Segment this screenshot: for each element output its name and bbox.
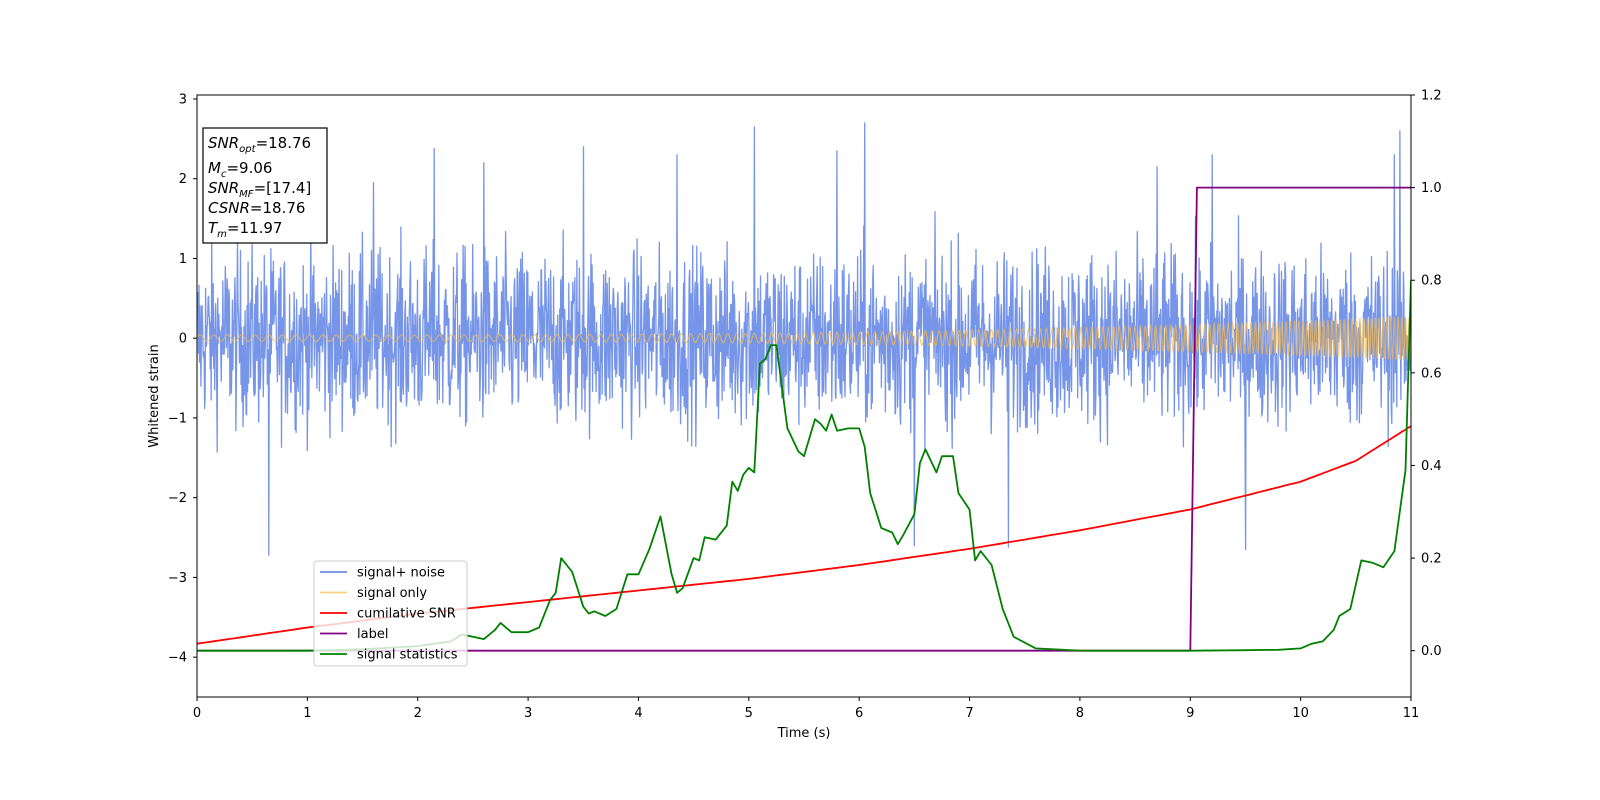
x-tick-label: 11	[1403, 706, 1420, 721]
series-signal-only	[197, 314, 1411, 361]
y-left-tick-label: −2	[168, 491, 187, 506]
x-tick-label: 8	[1076, 706, 1084, 721]
legend-label: cumilative SNR	[357, 607, 456, 622]
y-axis-right: 1.2 1.0 0.8 0.6 0.4 0.2 0.0	[1411, 89, 1442, 659]
x-tick-label: 10	[1292, 706, 1309, 721]
legend-label: signal statistics	[357, 648, 458, 663]
y-right-tick-label: 1.0	[1421, 181, 1442, 196]
series-label	[197, 186, 1411, 652]
x-axis-title: Time (s)	[777, 726, 831, 741]
plot-frame	[196, 94, 1412, 698]
y-right-tick-label: 1.2	[1421, 89, 1442, 104]
y-right-tick-label: 0.8	[1421, 274, 1442, 289]
x-tick-label: 2	[414, 706, 422, 721]
y-axis-left: 3 2 1 0 −1 −2 −3 −4	[168, 92, 197, 666]
x-tick-label: 5	[745, 706, 753, 721]
annotation-mc: Mc=9.06	[208, 159, 272, 180]
x-tick-label: 3	[524, 706, 532, 721]
series-signal-noise	[197, 122, 1411, 556]
legend-frame	[313, 560, 468, 667]
x-tick-label: 1	[303, 706, 311, 721]
legend-label: signal only	[357, 586, 427, 601]
y-right-tick-label: 0.0	[1421, 644, 1442, 659]
annotation-snr-mf: SNRMF=[17.4]	[208, 179, 311, 200]
legend-label: signal+ noise	[357, 566, 445, 581]
y-right-tick-label: 0.2	[1421, 552, 1442, 567]
y-left-tick-label: 1	[179, 252, 187, 267]
annotation-snr-opt: SNRopt=18.76	[208, 134, 311, 155]
x-tick-label: 4	[634, 706, 642, 721]
x-tick-label: 9	[1186, 706, 1194, 721]
y-left-tick-label: 3	[179, 92, 187, 107]
x-axis: 0 1 2 3 4 5 6 7 8 9 10 11	[193, 697, 1419, 721]
annotation-tm: Tm=11.97	[208, 219, 282, 240]
y-right-tick-label: 0.4	[1421, 459, 1442, 474]
annotation-frame	[202, 127, 328, 244]
series-signal-statistics	[197, 280, 1411, 652]
metrics-annotation: SNRopt=18.76 Mc=9.06 SNRMF=[17.4] CSNR=1…	[202, 127, 328, 244]
y-left-tick-label: −3	[168, 571, 187, 586]
y-right-tick-label: 0.6	[1421, 366, 1442, 381]
legend: signal+ noise signal only cumilative SNR la…	[313, 560, 468, 667]
y-left-tick-label: −1	[168, 411, 187, 426]
x-tick-label: 0	[193, 706, 201, 721]
annotation-csnr: CSNR=18.76	[208, 199, 305, 217]
legend-label: label	[357, 627, 388, 642]
y-left-tick-label: 2	[179, 172, 187, 187]
x-tick-label: 6	[855, 706, 863, 721]
y-left-tick-label: −4	[168, 651, 187, 666]
y-left-tick-label: 0	[179, 332, 187, 347]
x-tick-label: 7	[965, 706, 973, 721]
y-axis-title: Whitened strain	[147, 344, 162, 447]
